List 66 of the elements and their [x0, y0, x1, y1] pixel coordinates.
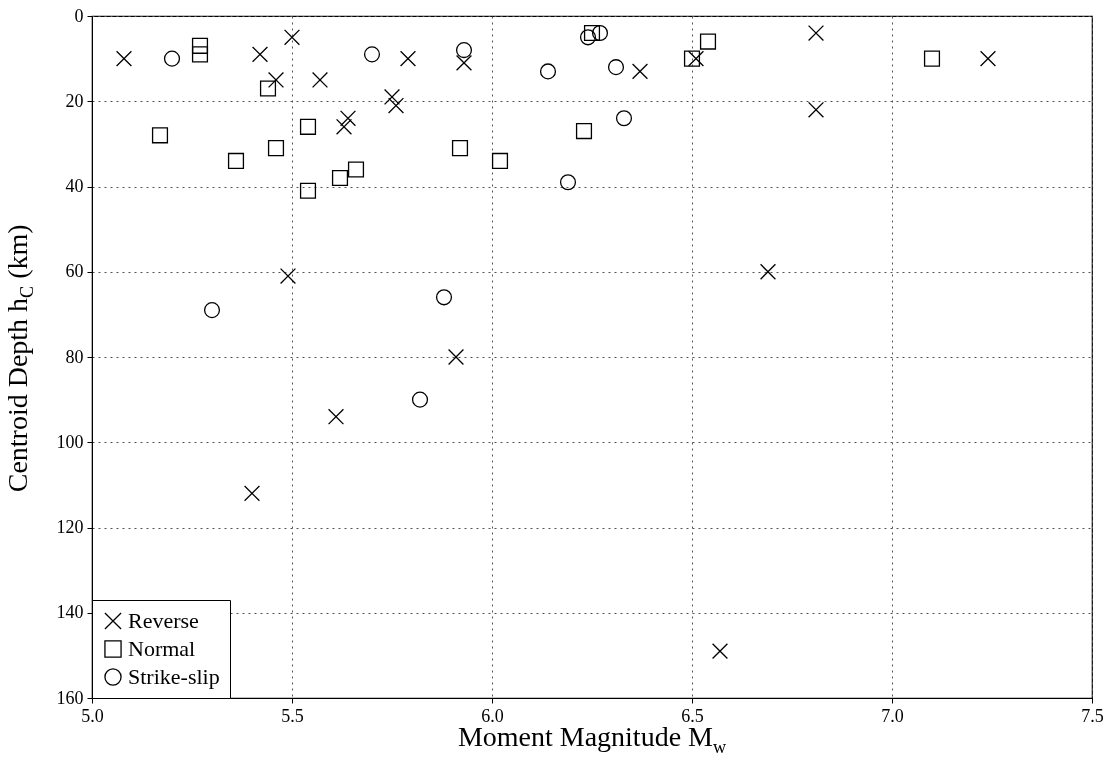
point: [923, 50, 941, 67]
y-tick-label: 0: [74, 5, 84, 26]
point: [283, 29, 301, 46]
x-tick-label: 5.5: [281, 705, 304, 726]
point: [451, 140, 469, 157]
legend-label: Reverse: [128, 608, 199, 633]
point: [583, 24, 601, 42]
point: [711, 643, 729, 660]
y-tick-label: 20: [65, 90, 84, 111]
point: [579, 29, 597, 46]
point: [399, 50, 417, 67]
point: [615, 110, 633, 127]
point: [163, 50, 181, 67]
point: [339, 110, 357, 127]
x-tick-label: 5.0: [81, 705, 104, 726]
point: [491, 152, 509, 169]
point: [299, 182, 317, 199]
y-tick-label: 160: [56, 687, 84, 708]
y-tick-label: 140: [56, 602, 84, 623]
x-tick-label: 7.5: [1081, 705, 1104, 726]
point: [411, 391, 429, 408]
point: [979, 50, 997, 67]
point: [267, 140, 285, 157]
point: [575, 123, 593, 140]
point: [631, 63, 649, 80]
point: [807, 24, 825, 42]
point: [327, 408, 345, 425]
point: [387, 97, 405, 114]
point: [311, 71, 329, 88]
point: [251, 46, 269, 63]
point: [259, 80, 277, 97]
point: [607, 59, 625, 76]
y-tick-label: 100: [56, 431, 84, 452]
point: [539, 63, 557, 80]
y-tick-label: 40: [65, 176, 84, 196]
point: [559, 174, 577, 191]
x-tick-label: 7.0: [881, 705, 904, 726]
point: [687, 50, 705, 67]
point: [347, 161, 365, 178]
point: [455, 42, 473, 59]
point: [683, 50, 701, 67]
point: [383, 88, 401, 106]
point: [759, 263, 777, 280]
point: [191, 37, 209, 54]
point: [435, 289, 453, 306]
legend-label: Normal: [128, 636, 196, 661]
point: [591, 25, 609, 42]
y-tick-label: 80: [65, 346, 84, 367]
point: [203, 302, 221, 319]
legend-label: Strike-slip: [128, 664, 220, 689]
point: [243, 485, 261, 502]
point: [279, 267, 297, 285]
y-tick-label: 60: [65, 261, 84, 282]
point: [331, 169, 349, 187]
point: [335, 118, 353, 135]
point: [807, 101, 825, 118]
point: [455, 54, 473, 71]
point: [115, 50, 133, 67]
point: [299, 118, 317, 135]
point: [447, 348, 465, 366]
y-tick-label: 120: [56, 517, 84, 537]
point: [699, 33, 717, 50]
point: [151, 127, 169, 144]
point: [191, 46, 209, 63]
point: [227, 152, 245, 169]
point: [363, 46, 381, 63]
